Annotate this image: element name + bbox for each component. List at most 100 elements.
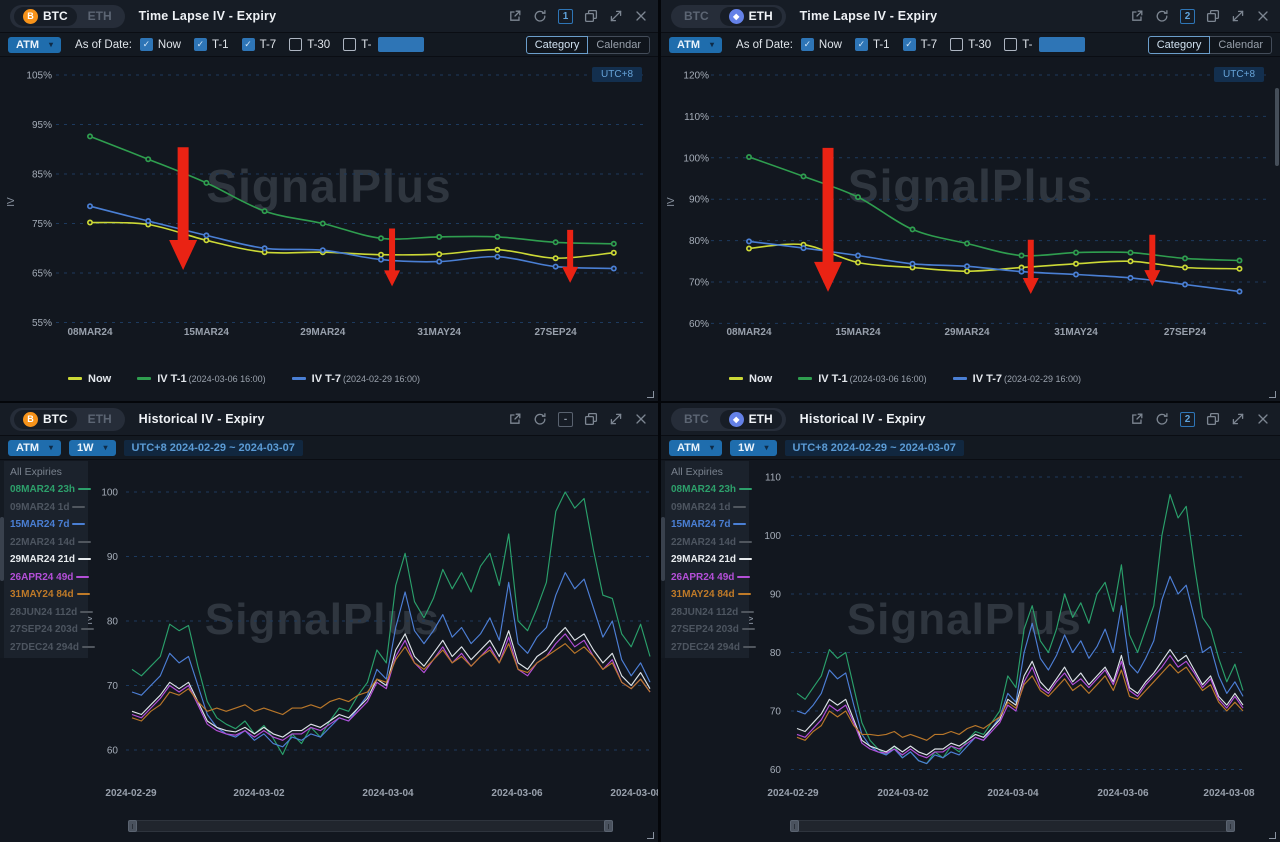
- expiry-list-header[interactable]: All Expiries: [10, 466, 62, 478]
- resize-handle[interactable]: [1269, 832, 1276, 839]
- duplicate-icon[interactable]: [584, 9, 598, 23]
- scrollbar-thumb[interactable]: [661, 517, 665, 581]
- refresh-icon[interactable]: [533, 412, 547, 426]
- expiry-item[interactable]: 27DEC24 294d: [671, 639, 756, 657]
- sidebar-scrollbar[interactable]: [661, 461, 665, 658]
- time-range-slider[interactable]: [790, 820, 1235, 832]
- close-icon[interactable]: [1256, 412, 1270, 426]
- period-select[interactable]: 1W ▾: [69, 439, 116, 456]
- external-link-icon[interactable]: [1130, 412, 1144, 426]
- expand-icon[interactable]: [1231, 9, 1245, 23]
- view-category-button[interactable]: Category: [525, 35, 589, 54]
- expiry-item[interactable]: 31MAY24 84d: [671, 586, 751, 604]
- t-custom-input[interactable]: [1039, 37, 1086, 52]
- slider-handle-right[interactable]: [1226, 820, 1235, 832]
- coin-btc[interactable]: B BTC: [14, 409, 77, 429]
- expand-icon[interactable]: [609, 412, 623, 426]
- expiry-item[interactable]: 29MAR24 21d: [671, 551, 753, 569]
- expiry-item[interactable]: 31MAY24 84d: [10, 586, 90, 604]
- legend-item[interactable]: Now: [729, 373, 772, 385]
- expiry-item[interactable]: 09MAR24 1d: [671, 499, 749, 517]
- expiry-item[interactable]: 08MAR24 23h: [10, 481, 92, 499]
- legend-item[interactable]: IV T-1 (2024-03-06 16:00): [798, 373, 927, 385]
- checkbox-t7[interactable]: ✓ T-7: [902, 38, 937, 51]
- coin-eth[interactable]: ◆ ETH: [719, 6, 782, 26]
- coin-btc[interactable]: BTC: [675, 410, 718, 428]
- expiry-item[interactable]: 09MAR24 1d: [10, 499, 88, 517]
- view-category-button[interactable]: Category: [1147, 35, 1211, 54]
- expiry-item[interactable]: 08MAR24 23h: [671, 481, 753, 499]
- expiry-item[interactable]: 26APR24 49d: [671, 569, 751, 587]
- refresh-icon[interactable]: [533, 9, 547, 23]
- legend-item[interactable]: IV T-1 (2024-03-06 16:00): [137, 373, 266, 385]
- view-calendar-button[interactable]: Calendar: [1209, 35, 1272, 54]
- expiry-item[interactable]: 27SEP24 203d: [671, 621, 755, 639]
- expiry-item[interactable]: 27SEP24 203d: [10, 621, 94, 639]
- svg-text:80%: 80%: [689, 236, 709, 247]
- refresh-icon[interactable]: [1155, 412, 1169, 426]
- window-number-icon[interactable]: 2: [1180, 411, 1195, 427]
- legend-item[interactable]: IV T-7 (2024-02-29 16:00): [291, 373, 420, 385]
- checkbox-t[interactable]: T-: [343, 38, 371, 51]
- slider-handle-left[interactable]: [790, 820, 799, 832]
- atm-select[interactable]: ATM ▾: [669, 36, 723, 53]
- coin-eth[interactable]: ◆ ETH: [719, 409, 782, 429]
- expiry-item[interactable]: 26APR24 49d: [10, 569, 90, 587]
- resize-handle[interactable]: [647, 391, 654, 398]
- t-custom-input[interactable]: [378, 37, 425, 52]
- resize-handle[interactable]: [647, 832, 654, 839]
- checkbox-t1[interactable]: ✓ T-1: [854, 38, 890, 51]
- date-range[interactable]: UTC+8 2024-02-29 ~ 2024-03-07: [784, 439, 964, 456]
- atm-select[interactable]: ATM ▾: [8, 439, 62, 456]
- checkbox-now[interactable]: ✓ Now: [139, 38, 181, 51]
- checkbox-t30[interactable]: T-30: [950, 38, 991, 51]
- close-icon[interactable]: [1256, 9, 1270, 23]
- refresh-icon[interactable]: [1155, 9, 1169, 23]
- expiry-item[interactable]: 28JUN24 112d: [671, 604, 755, 622]
- window-number-icon[interactable]: 2: [1180, 8, 1195, 24]
- external-link-icon[interactable]: [508, 9, 522, 23]
- close-icon[interactable]: [634, 9, 648, 23]
- coin-btc[interactable]: B BTC: [14, 6, 77, 26]
- duplicate-icon[interactable]: [1206, 412, 1220, 426]
- view-calendar-button[interactable]: Calendar: [587, 35, 650, 54]
- checkbox-t1[interactable]: ✓ T-1: [193, 38, 229, 51]
- external-link-icon[interactable]: [508, 412, 522, 426]
- expiry-item[interactable]: 22MAR24 14d: [671, 534, 753, 552]
- expiry-item[interactable]: 22MAR24 14d: [10, 534, 92, 552]
- atm-select[interactable]: ATM ▾: [669, 439, 723, 456]
- window-number-icon[interactable]: 1: [558, 8, 573, 24]
- resize-handle[interactable]: [1269, 391, 1276, 398]
- atm-select[interactable]: ATM ▾: [8, 36, 62, 53]
- expiry-item[interactable]: 28JUN24 112d: [10, 604, 94, 622]
- period-select[interactable]: 1W ▾: [730, 439, 777, 456]
- checkbox-t30[interactable]: T-30: [289, 38, 330, 51]
- window-number-icon[interactable]: -: [558, 411, 573, 427]
- expiry-list-header[interactable]: All Expiries: [671, 466, 723, 478]
- page-scrollbar[interactable]: [1275, 88, 1279, 166]
- scrollbar-thumb[interactable]: [0, 517, 4, 581]
- sidebar-scrollbar[interactable]: [0, 461, 4, 658]
- date-range[interactable]: UTC+8 2024-02-29 ~ 2024-03-07: [123, 439, 303, 456]
- checkbox-t[interactable]: T-: [1004, 38, 1032, 51]
- duplicate-icon[interactable]: [1206, 9, 1220, 23]
- coin-btc[interactable]: BTC: [675, 7, 718, 25]
- expiry-item[interactable]: 27DEC24 294d: [10, 639, 95, 657]
- checkbox-t7[interactable]: ✓ T-7: [241, 38, 276, 51]
- expiry-item[interactable]: 15MAR24 7d: [671, 516, 749, 534]
- expand-icon[interactable]: [1231, 412, 1245, 426]
- expiry-item[interactable]: 29MAR24 21d: [10, 551, 92, 569]
- close-icon[interactable]: [634, 412, 648, 426]
- checkbox-now[interactable]: ✓ Now: [800, 38, 842, 51]
- time-range-slider[interactable]: [128, 820, 613, 832]
- expand-icon[interactable]: [609, 9, 623, 23]
- legend-item[interactable]: IV T-7 (2024-02-29 16:00): [952, 373, 1081, 385]
- external-link-icon[interactable]: [1130, 9, 1144, 23]
- coin-eth[interactable]: ETH: [79, 410, 121, 428]
- duplicate-icon[interactable]: [584, 412, 598, 426]
- slider-handle-left[interactable]: [128, 820, 137, 832]
- coin-eth[interactable]: ETH: [79, 7, 121, 25]
- slider-handle-right[interactable]: [604, 820, 613, 832]
- legend-item[interactable]: Now: [68, 373, 111, 385]
- expiry-item[interactable]: 15MAR24 7d: [10, 516, 88, 534]
